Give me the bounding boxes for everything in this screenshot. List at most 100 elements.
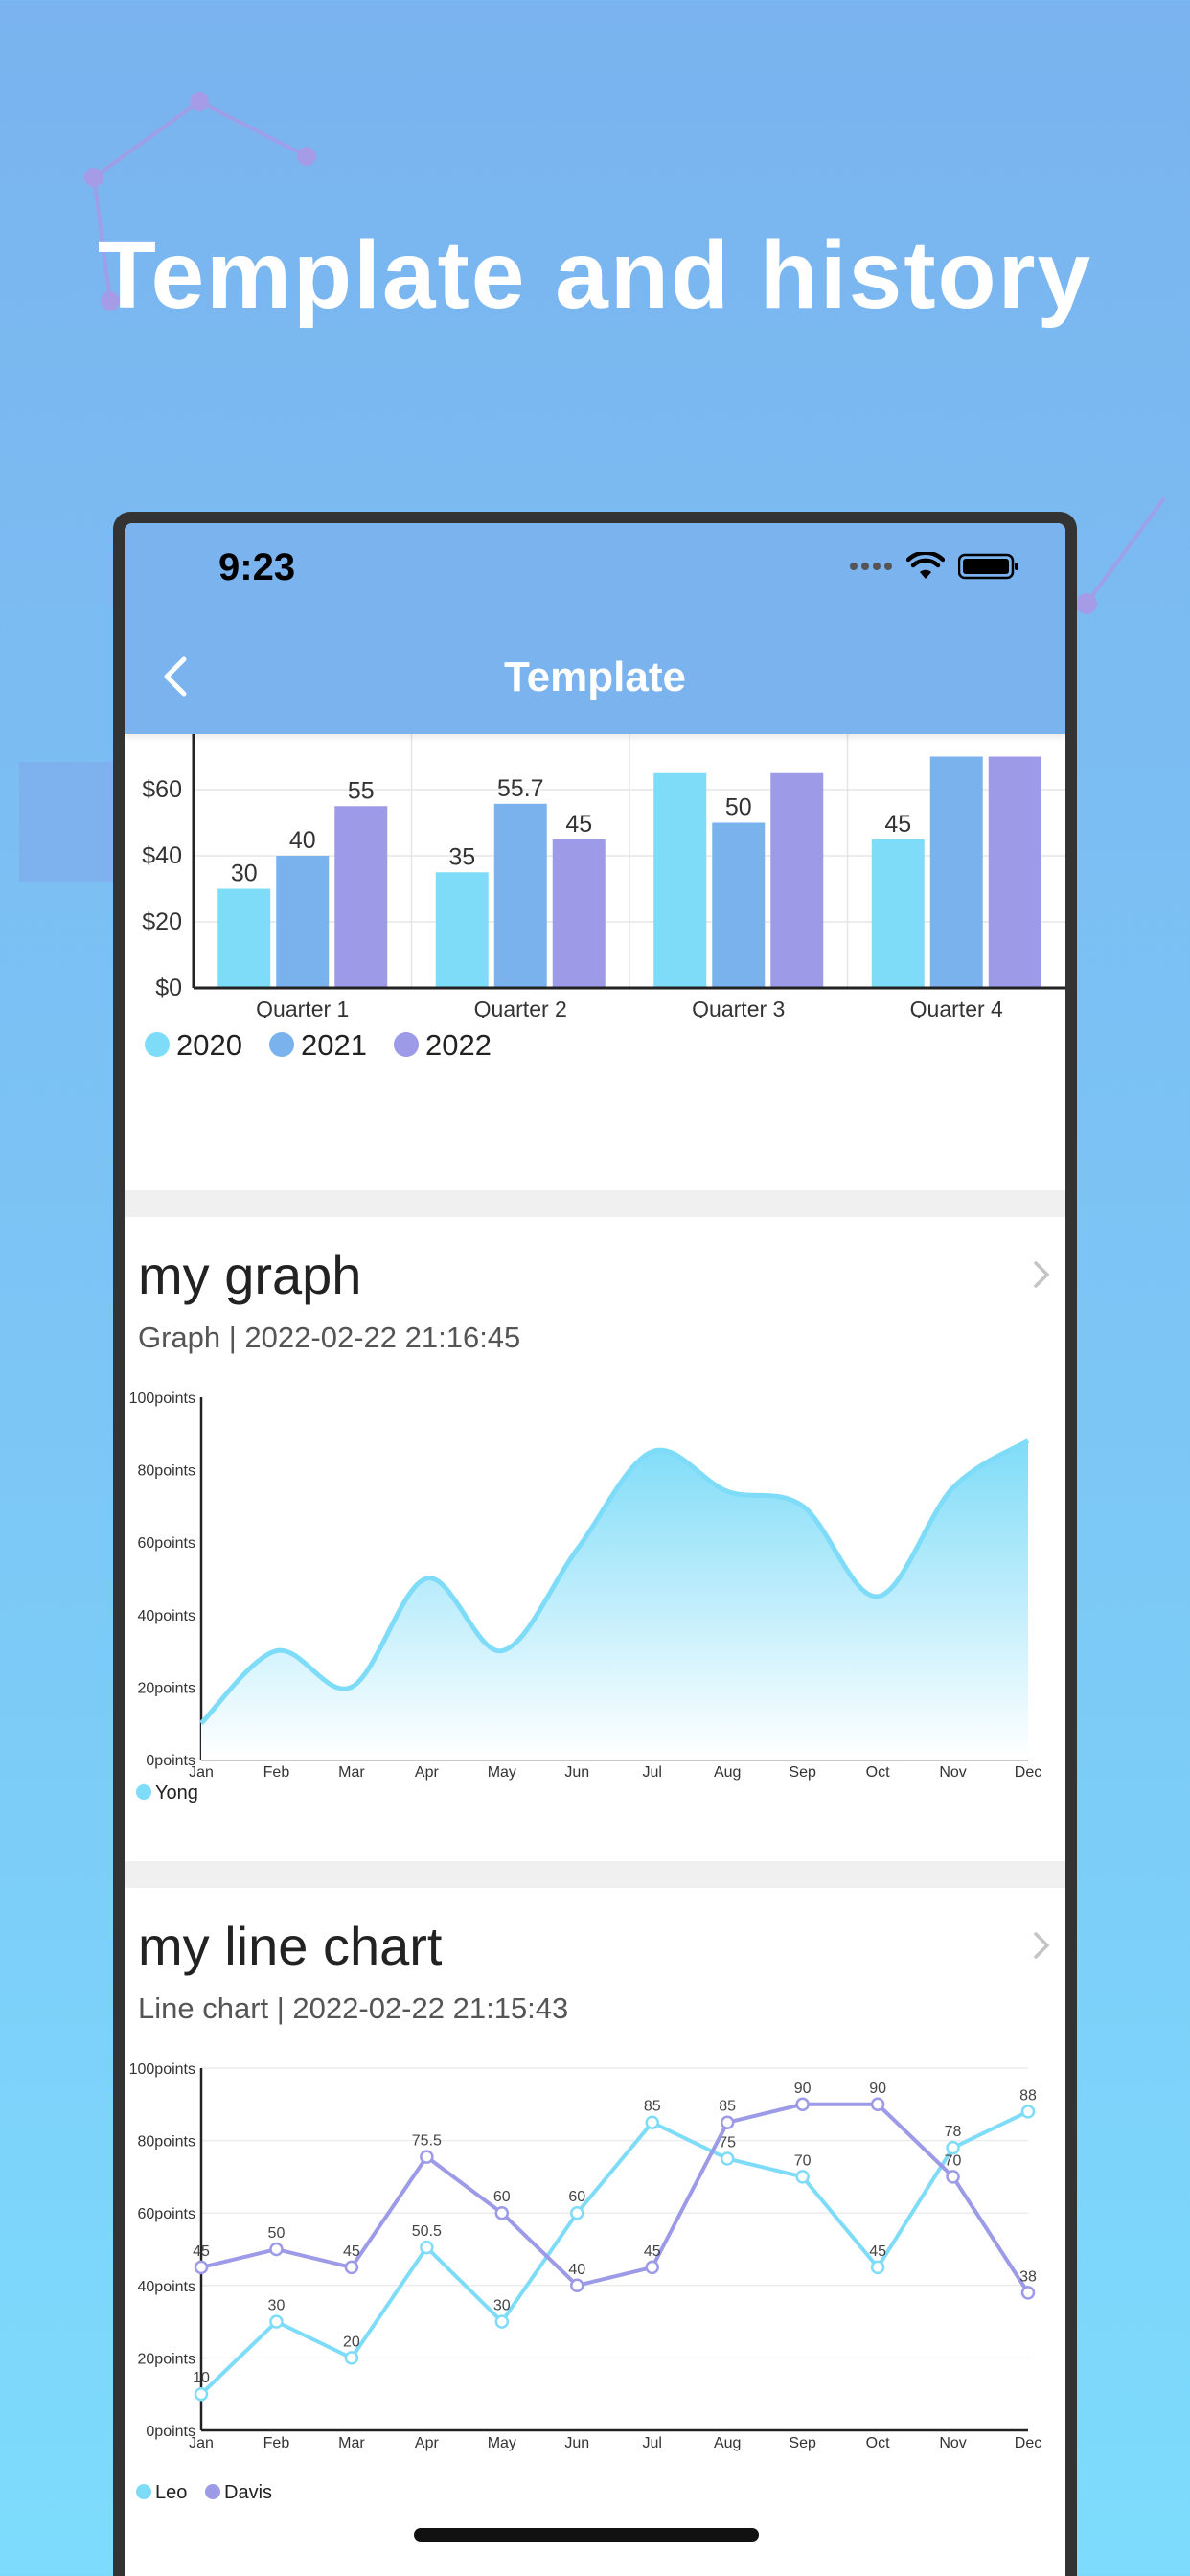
bar-data-label: 55	[348, 777, 375, 804]
template-card-line[interactable]: my line chart Line chart | 2022-02-22 21…	[125, 1888, 1065, 2559]
y-tick-label: 20points	[138, 1680, 196, 1696]
data-label: 90	[794, 2081, 812, 2097]
x-tick-label: Apr	[415, 2435, 440, 2451]
template-card-bar[interactable]: $0 $20 $40 $60 Quarter 1 30 40 55 Quarter 2 35 55.…	[125, 734, 1065, 1190]
data-point	[570, 2205, 584, 2220]
data-point	[946, 2140, 960, 2155]
wifi-icon	[906, 552, 945, 579]
nav-title: Template	[504, 654, 686, 701]
chevron-left-icon[interactable]	[153, 654, 199, 700]
home-indicator[interactable]	[414, 2528, 759, 2542]
legend-label: Yong	[155, 1782, 198, 1804]
bar-chart: $0 $20 $40 $60 Quarter 1 30 40 55 Quarter 2 35 55.…	[142, 734, 1065, 1022]
data-point	[720, 2151, 735, 2166]
x-tick-label: Jul	[643, 1764, 662, 1781]
card-title: my graph	[138, 1245, 362, 1305]
x-tick-label: Mar	[338, 1764, 365, 1781]
data-label: 75.5	[412, 2133, 442, 2150]
data-label: 85	[719, 2099, 736, 2115]
x-tick-label: Jan	[189, 1764, 214, 1781]
data-label: 88	[1019, 2087, 1037, 2104]
chevron-right-icon[interactable]	[1027, 1255, 1056, 1294]
legend-label: 2021	[301, 1028, 367, 1062]
y-tick-label: 40points	[138, 1608, 196, 1624]
data-label: 90	[869, 2081, 886, 2097]
x-tick-label: Jun	[564, 1764, 589, 1781]
card-separator	[125, 1190, 1065, 1217]
chevron-right-icon[interactable]	[1027, 1926, 1056, 1965]
data-point	[795, 2170, 810, 2184]
data-point	[870, 2260, 885, 2275]
template-card-graph[interactable]: my graph Graph | 2022-02-22 21:16:45 0po…	[125, 1217, 1065, 1861]
y-tick-label: $60	[142, 776, 182, 803]
x-tick-label: Nov	[939, 1764, 966, 1781]
legend-marker	[145, 1032, 170, 1057]
x-tick-label: Quarter 1	[256, 997, 349, 1018]
data-label: 60	[568, 2189, 585, 2205]
data-label: 45	[869, 2243, 886, 2260]
x-tick-label: Quarter 2	[474, 997, 567, 1018]
signal-dots-icon	[850, 563, 892, 570]
y-tick-label: 20points	[138, 2351, 196, 2367]
x-tick-label: Jan	[189, 2435, 214, 2451]
hero-title: Template and history	[97, 221, 1093, 329]
data-point	[269, 2242, 284, 2257]
data-point	[269, 2314, 284, 2329]
x-tick-label: Sep	[789, 2435, 816, 2451]
data-label: 45	[644, 2243, 661, 2260]
y-tick-label: 0points	[146, 1753, 195, 1769]
area-chart: 0points 20points 40points 60points 80points 1…	[129, 1391, 1042, 1804]
legend-marker	[136, 2484, 151, 2499]
data-point	[870, 2097, 885, 2112]
x-tick-label: Aug	[714, 2435, 741, 2451]
legend-marker	[136, 1784, 151, 1800]
data-label: 45	[343, 2243, 360, 2260]
data-point	[494, 2314, 510, 2329]
bar-data-label: 35	[448, 843, 475, 870]
x-tick-label: May	[488, 2435, 516, 2451]
bar-data-label: 30	[231, 861, 258, 887]
data-label: 10	[193, 2370, 210, 2386]
bar	[988, 756, 1041, 988]
card-subtitle: Graph | 2022-02-22 21:16:45	[138, 1321, 521, 1354]
status-icons	[849, 552, 1019, 581]
x-tick-label: Dec	[1015, 2435, 1041, 2451]
area-series-line	[199, 1438, 1030, 1725]
y-tick-label: 60points	[138, 1535, 196, 1552]
data-point	[420, 2150, 434, 2164]
y-tick-label: $20	[142, 908, 182, 935]
x-tick-label: Apr	[415, 1764, 440, 1781]
data-label: 70	[945, 2152, 962, 2169]
data-point	[344, 2351, 359, 2365]
bar	[712, 822, 766, 988]
x-tick-label: Jul	[643, 2435, 662, 2451]
bar	[276, 856, 330, 988]
legend-label: Leo	[155, 2482, 187, 2503]
data-point	[194, 2386, 209, 2402]
x-tick-label: Oct	[866, 1764, 890, 1781]
y-tick-label: 80points	[138, 2134, 196, 2150]
bar-data-label: 55.7	[497, 775, 544, 802]
bar-chart-legend: 2020 2021 2022	[145, 1028, 492, 1062]
data-point	[720, 2115, 735, 2129]
data-point	[1020, 2286, 1036, 2300]
bar	[871, 839, 925, 988]
bar	[493, 803, 547, 988]
battery-icon	[958, 553, 1018, 580]
card-separator	[125, 1861, 1065, 1888]
legend-marker	[205, 2484, 220, 2499]
data-label: 75	[719, 2135, 736, 2151]
data-point	[645, 2260, 659, 2275]
y-tick-label: 100points	[129, 2061, 195, 2078]
status-time: 9:23	[218, 546, 296, 588]
legend-marker	[269, 1032, 294, 1057]
legend-label: 2022	[425, 1028, 492, 1062]
card-subtitle: Line chart | 2022-02-22 21:15:43	[138, 1991, 569, 2025]
area-fill	[201, 1440, 1028, 1760]
data-point	[420, 2240, 434, 2255]
series-line	[199, 2109, 1029, 2396]
y-tick-label: 60points	[138, 2206, 196, 2222]
data-label: 70	[794, 2152, 812, 2169]
x-tick-label: Aug	[714, 1764, 741, 1781]
legend-label: Davis	[224, 2482, 272, 2503]
